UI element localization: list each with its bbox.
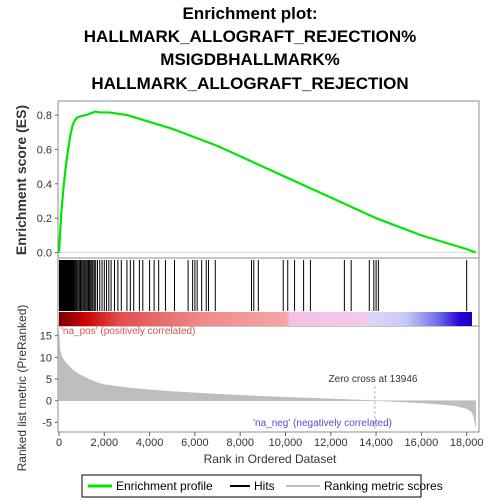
- x-tick-label: 18,000: [450, 437, 484, 449]
- legend: Enrichment profile Hits Ranking metric s…: [81, 474, 443, 498]
- x-tick-label: 6,000: [181, 437, 209, 449]
- es-tick-label: 0.8: [37, 110, 52, 122]
- rank-color-bar: [59, 312, 472, 326]
- hit-ticks: [58, 260, 468, 311]
- x-tick-label: 4,000: [136, 437, 164, 449]
- x-tick-label: 16,000: [405, 437, 439, 449]
- x-axis-label: Rank in Ordered Dataset: [204, 452, 337, 466]
- legend-label-ranking: Ranking metric scores: [324, 479, 443, 493]
- metric-tick-label: 0: [46, 396, 52, 408]
- es-tick-label: 0.4: [37, 179, 52, 191]
- title-line-3: MSIGDBHALLMARK%: [160, 50, 339, 69]
- es-tick-label: 0.6: [37, 144, 52, 156]
- ranking-metric-area: [58, 333, 476, 427]
- x-tick-label: 8,000: [226, 437, 254, 449]
- es-tick-label: 0.0: [37, 248, 52, 260]
- es-axis-label: Enrichment score (ES): [13, 105, 29, 255]
- enrichment-profile: [57, 110, 477, 254]
- legend-label-enrichment: Enrichment profile: [116, 479, 213, 493]
- metric-tick-label: 15: [40, 331, 52, 343]
- metric-axis-label: Ranked list metric (PreRanked): [15, 305, 29, 472]
- ranking-metric-fill: [58, 333, 476, 427]
- legend-label-hits: Hits: [254, 479, 275, 493]
- x-tick-label: 10,000: [269, 437, 303, 449]
- es-y-axis: 0.0 0.2 0.4 0.6 0.8: [37, 110, 478, 260]
- title-line-2: HALLMARK_ALLOGRAFT_REJECTION%: [84, 27, 416, 46]
- metric-tick-label: 5: [46, 374, 52, 386]
- x-tick-label: 14,000: [359, 437, 393, 449]
- x-axis: 0 2,000 4,000 6,000 8,000 10,000 12,000 14,000 1…: [56, 432, 484, 449]
- es-panel-frame: [57, 100, 480, 259]
- metric-tick-label: -5: [42, 417, 52, 429]
- title-line-4: HALLMARK_ALLOGRAFT_REJECTION: [91, 74, 408, 93]
- x-tick-label: 12,000: [314, 437, 348, 449]
- metric-tick-label: 10: [40, 352, 52, 364]
- metric-y-axis: -5 0 5 10 15: [40, 331, 58, 429]
- enrichment-profile-line: [57, 110, 477, 254]
- legend-box: [81, 474, 422, 498]
- negative-correlation-label: 'na_neg' (negatively correlated): [253, 418, 392, 429]
- title-line-1: Enrichment plot:: [182, 4, 317, 23]
- positive-correlation-label: 'na_pos' (positively correlated): [61, 326, 195, 337]
- es-tick-label: 0.2: [37, 213, 52, 225]
- zero-cross-label: Zero cross at 13946: [329, 374, 418, 385]
- x-tick-label: 2,000: [91, 437, 119, 449]
- x-tick-label: 0: [56, 437, 62, 449]
